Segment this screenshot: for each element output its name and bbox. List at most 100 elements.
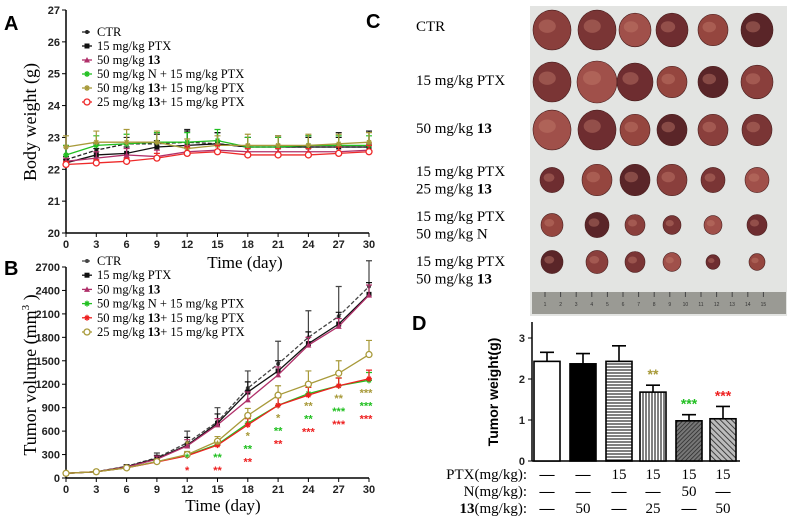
tumor-highlight (583, 19, 601, 33)
tumor-highlight (708, 258, 715, 264)
tumor-highlight (586, 171, 600, 183)
x-tick-label: 12 (181, 484, 193, 496)
data-point (335, 369, 343, 377)
y-tick-label: 3 (519, 333, 525, 345)
significance-stars: ** (274, 425, 283, 437)
panel-label-a: A (4, 13, 18, 35)
y-tick-label: 22 (48, 164, 60, 176)
data-point (366, 375, 372, 382)
tumor-highlight (745, 73, 761, 85)
ruler (532, 292, 786, 314)
y-tick-label: 2100 (36, 309, 60, 321)
tumor-specimen (619, 163, 651, 197)
group-label-text: 15 mg/kg PTX (416, 73, 505, 89)
dose-value: — (539, 467, 556, 483)
legend-label-text: + 15 mg/kg PTX (160, 81, 245, 95)
data-point (274, 391, 282, 399)
legend-label-text: 50 mg/kg (97, 311, 148, 325)
dose-value: 50 (716, 501, 731, 517)
tumor-specimen (532, 109, 572, 151)
tumor-specimen (655, 12, 689, 48)
legend-label-bold: 13 (148, 282, 161, 296)
tumor-highlight (748, 173, 760, 182)
bar (709, 417, 737, 462)
tumor-highlight (538, 71, 556, 85)
dose-row-label: PTX(mg/kg): (446, 467, 527, 483)
tumor-highlight (661, 121, 675, 133)
legend-marker (83, 328, 91, 336)
data-point (335, 140, 342, 147)
tumor-specimen (697, 113, 729, 147)
legend-label: 25 mg/kg 13+ 15 mg/kg PTX (97, 325, 245, 339)
x-tick-label: 9 (154, 239, 160, 251)
dose-value: 15 (682, 467, 697, 483)
data-point (93, 139, 100, 146)
tumor-specimen (532, 61, 572, 103)
significance-stars: *** (302, 427, 316, 439)
group-label-text: 15 mg/kg PTX (416, 164, 505, 180)
legend-label-bold: 13 (148, 81, 161, 95)
x-tick-label: 18 (242, 239, 254, 251)
legend-label-text: + 15 mg/kg PTX (160, 325, 245, 339)
legend-label-text: 50 mg/kg (97, 53, 148, 67)
legend-marker (84, 314, 90, 321)
group-label: 50 mg/kg 13 (416, 272, 492, 288)
legend-label: 15 mg/kg PTX (97, 39, 171, 53)
ruler-label: 9 (668, 302, 671, 308)
tumor-highlight (704, 173, 716, 182)
group-label: CTR (416, 19, 445, 35)
tumor-specimen (656, 65, 688, 99)
data-point (304, 380, 313, 388)
tumor-specimen (697, 65, 729, 99)
ruler-label: 13 (729, 302, 735, 308)
tumor-highlight (660, 21, 676, 33)
tumor-specimen (656, 163, 688, 197)
dose-row-label: 13(mg/kg): (460, 501, 528, 517)
significance-stars: ** (213, 452, 222, 464)
tumor-specimen (740, 64, 774, 100)
ruler-label: 7 (637, 302, 640, 308)
error-bar (612, 344, 626, 362)
tumor-highlight (665, 220, 674, 227)
y-tick-label: 600 (42, 426, 60, 438)
series-4: 50 mg/kg 13+ 15 mg/kg PTX (63, 81, 372, 152)
dose-value: 15 (716, 467, 731, 483)
data-point (62, 160, 70, 169)
data-point (275, 371, 282, 378)
chart-body-weight: 20 21 22 23 24 25 26 27 0 3 6 9 12 15 18 21 24 27 30 Time (… (20, 5, 375, 272)
x-tick-label: 21 (272, 239, 284, 251)
tumor-specimen (581, 163, 613, 197)
data-point (63, 143, 69, 150)
tumor-highlight (661, 171, 675, 183)
bar (569, 363, 597, 462)
data-point (365, 148, 373, 156)
ruler-label: 12 (714, 302, 720, 308)
tumor-highlight (702, 73, 716, 85)
data-point (63, 151, 69, 158)
tumor-highlight (750, 219, 759, 227)
x-tick-label: 27 (333, 484, 345, 496)
x-tick-label: 30 (363, 484, 375, 496)
ruler-label: 14 (745, 302, 751, 308)
legend-label-text: + 15 mg/kg PTX (160, 311, 245, 325)
data-point (214, 442, 221, 449)
ruler-label: 15 (761, 302, 767, 308)
ruler-label: 11 (698, 302, 703, 308)
dose-value: 50 (576, 501, 591, 517)
data-point (183, 450, 191, 459)
significance-stars: ** (274, 438, 283, 450)
dose-row-label-bold: 13 (460, 501, 475, 517)
significance-stars: *** (715, 387, 732, 403)
tumor-specimen (532, 9, 572, 51)
legend-label-text: 25 mg/kg (97, 95, 148, 109)
x-tick-label: 6 (124, 484, 130, 496)
data-point (122, 157, 131, 165)
x-tick-label: 3 (93, 239, 99, 251)
y-tick-label: 2700 (36, 262, 60, 274)
y-axis-title-sup: 3 (20, 304, 32, 310)
legend-label-text: 50 mg/kg (97, 81, 148, 95)
tumor-specimen (624, 214, 646, 236)
panel-label-c: C (366, 11, 380, 33)
x-tick-label: 27 (333, 239, 345, 251)
